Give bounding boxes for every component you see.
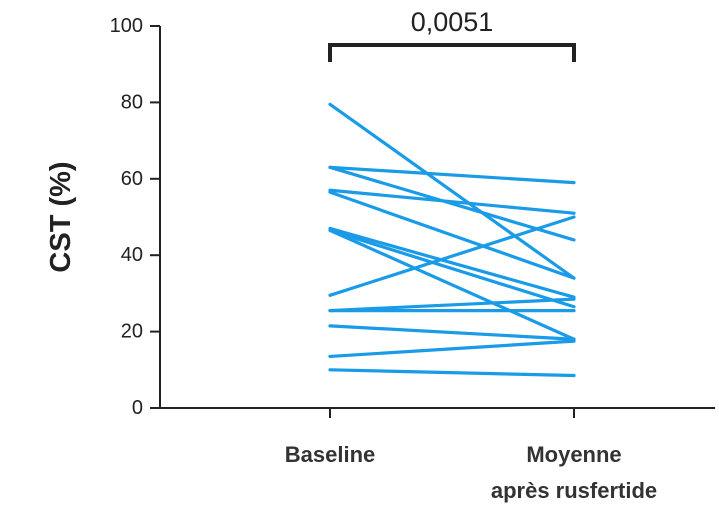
x-category-label: après rusfertide: [491, 478, 657, 503]
x-category-label: Moyenne: [526, 442, 621, 467]
series-line-2: [328, 165, 576, 185]
y-tick-label: 40: [121, 244, 143, 266]
x-ticks: [329, 408, 575, 418]
category-labels: Baseline Moyenne après rusfertide: [285, 442, 657, 503]
y-tick-label: 80: [121, 91, 143, 113]
bracket-line: [328, 43, 576, 62]
series-line-14: [328, 368, 576, 378]
series-line-7: [328, 228, 576, 309]
series-line-1: [328, 102, 576, 280]
axes: [159, 26, 715, 409]
y-ticks: 0 20 40 60 80 100: [110, 15, 160, 419]
y-axis-label: CST (%): [45, 161, 77, 272]
significance-bracket: 0,0051: [328, 7, 576, 62]
series-line-9: [328, 215, 576, 297]
series-line-4: [328, 188, 576, 215]
series-line-12: [328, 324, 576, 341]
x-category-label: Baseline: [285, 442, 376, 467]
y-tick-label: 0: [132, 397, 143, 419]
y-tick-label: 100: [110, 15, 143, 37]
series-lines: [328, 102, 576, 378]
series-line-6: [328, 226, 576, 299]
series-line-8: [328, 228, 576, 341]
y-tick-label: 20: [121, 321, 143, 343]
series-line-5: [328, 190, 576, 280]
series-line-10: [328, 297, 576, 313]
series-line-3: [328, 165, 576, 242]
p-value-label: 0,0051: [411, 7, 494, 37]
series-line-13: [328, 339, 576, 359]
y-tick-label: 60: [121, 168, 143, 190]
